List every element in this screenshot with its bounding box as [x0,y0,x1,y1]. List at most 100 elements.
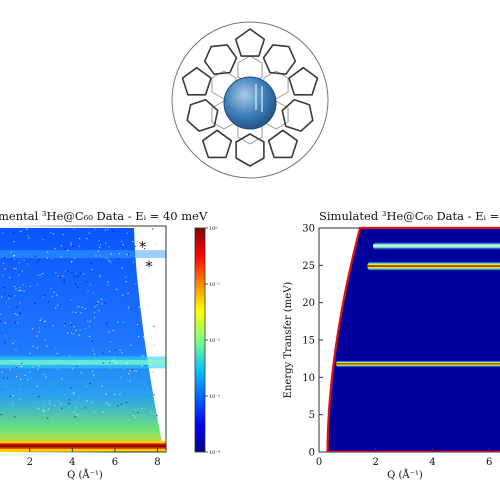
noise-speckle [79,272,81,274]
noise-speckle [132,261,134,264]
noise-speckle [101,255,103,257]
noise-speckle [128,253,130,255]
noise-speckle [70,387,72,389]
noise-speckle [8,294,10,296]
noise-speckle [38,259,40,261]
noise-speckle [50,232,52,234]
noise-speckle [60,403,62,405]
noise-speckle [19,312,21,314]
noise-speckle [69,355,71,357]
noise-speckle [108,260,110,262]
noise-speckle [14,313,16,315]
noise-speckle [20,289,22,291]
noise-speckle [85,385,88,387]
cage-pentagon [234,28,266,57]
noise-speckle [144,247,146,250]
noise-speckle [148,391,150,393]
noise-speckle [104,229,106,231]
noise-speckle [156,414,158,417]
noise-speckle [20,366,22,368]
noise-speckle [113,360,115,362]
noise-speckle [56,353,58,355]
noise-speckle [112,359,115,361]
noise-speckle [42,296,45,298]
noise-speckle [113,356,115,358]
noise-speckle [36,385,38,387]
noise-speckle [2,232,4,234]
noise-speckle [78,305,80,308]
noise-speckle [130,344,132,346]
simulated-x-tick-label: 2 [373,457,379,468]
noise-speckle [36,407,38,409]
experimental-panel: 2 4 6 8 ** mental ³He@C₆₀ Data - Eᵢ = 40 me… [0,209,220,481]
noise-speckle [126,362,128,364]
noise-speckle [91,268,93,271]
noise-speckle [99,244,101,246]
noise-speckle [117,258,119,260]
noise-speckle [92,370,94,372]
noise-speckle [48,400,51,402]
experimental-x-axis-label: Q (Å⁻¹) [67,469,103,481]
noise-speckle [52,233,55,235]
noise-speckle [70,242,72,244]
noise-speckle [34,255,36,257]
noise-speckle [154,397,157,399]
noise-speckle [107,281,109,283]
noise-speckle [138,306,140,308]
noise-speckle [44,320,46,322]
noise-speckle [145,359,147,361]
noise-speckle [145,328,147,331]
noise-speckle [50,383,52,385]
noise-speckle [59,276,61,278]
noise-speckle [2,274,4,276]
noise-speckle [13,232,15,234]
cage-hexagon [186,99,219,132]
noise-speckle [135,370,137,372]
noise-speckle [153,343,156,345]
noise-speckle [57,275,59,277]
noise-speckle [36,284,38,286]
noise-speckle [64,248,66,250]
noise-speckle [10,251,12,253]
noise-speckle [63,281,65,284]
noise-speckle [153,325,155,327]
noise-speckle [0,413,2,416]
noise-speckle [108,365,110,367]
noise-speckle [31,377,33,379]
noise-speckle [105,242,107,244]
noise-speckle [105,257,107,259]
noise-speckle [134,409,136,411]
noise-speckle [129,380,131,382]
noise-speckle [44,236,46,238]
noise-speckle [121,267,123,269]
noise-speckle [13,268,15,270]
noise-speckle [89,382,91,384]
noise-speckle [143,336,145,338]
noise-speckle [99,255,101,257]
noise-speckle [21,383,23,385]
noise-speckle [77,286,79,288]
noise-speckle [134,417,136,419]
noise-speckle [114,393,116,395]
experimental-band-1 [0,359,166,365]
noise-speckle [116,288,118,290]
noise-speckle [117,321,119,323]
experimental-x-tick-label: 6 [112,457,118,468]
noise-speckle [46,257,48,259]
noise-speckle [24,374,26,376]
noise-speckle [2,377,4,379]
noise-speckle [109,350,111,353]
noise-speckle [54,247,56,250]
noise-speckle [108,404,110,406]
noise-speckle [110,261,112,263]
noise-speckle [101,352,104,354]
fullerene-illustration [171,21,329,179]
noise-speckle [13,241,15,243]
noise-speckle [151,285,154,287]
peak-marker-star: * [145,257,153,275]
noise-speckle [37,274,39,276]
noise-speckle [112,329,114,332]
simulated-y-tick-label: 15 [302,336,315,347]
colorbar-tick-label: 10⁻⁴ [209,450,220,456]
noise-speckle [147,345,149,347]
